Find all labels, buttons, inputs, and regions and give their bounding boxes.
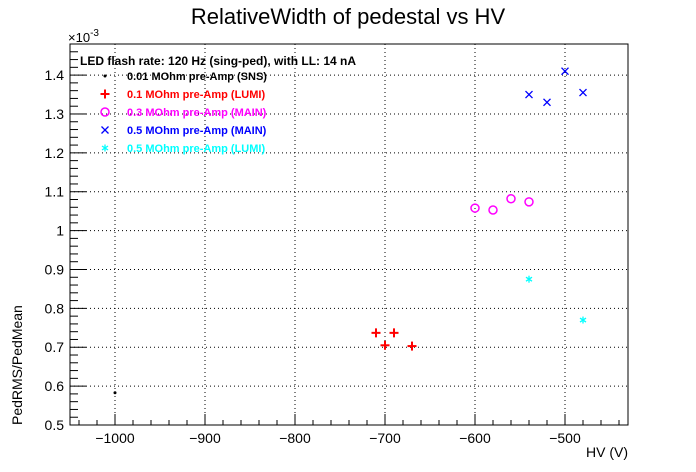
data-point <box>525 275 533 283</box>
data-point <box>389 328 399 338</box>
data-point <box>506 193 516 204</box>
grid <box>70 44 628 425</box>
x-tick-label: −1000 <box>95 430 135 446</box>
y-tick-label: 1.3 <box>45 106 65 122</box>
y-tick-label: 0.8 <box>45 300 65 316</box>
y-exponent-power: -3 <box>90 28 99 39</box>
data-point <box>113 391 117 395</box>
y-exponent-label: ×10-3 <box>68 28 99 45</box>
x-tick-label: −800 <box>279 430 311 446</box>
legend-entry: 0.5 MOhm pre-Amp (LUMI) <box>127 143 265 155</box>
data-point <box>525 90 533 99</box>
x-tick-labels: −1000 −900 −800 −700 −600 −500 <box>95 430 581 446</box>
data-point <box>470 203 480 213</box>
y-tick-label: 1.1 <box>45 184 65 200</box>
data-points <box>113 67 587 395</box>
legend-entry: 0.3 MOhm pre-Amp (MAIN) <box>127 107 267 119</box>
legend-marker <box>101 144 109 152</box>
y-tick-labels: 0.5 0.6 0.7 0.8 0.9 1 1.1 1.2 1.3 1.4 <box>45 67 65 433</box>
legend-title: LED flash rate: 120 Hz (sing-ped), with … <box>80 54 356 68</box>
legend-marker <box>100 89 110 99</box>
legend: LED flash rate: 120 Hz (sing-ped), with … <box>80 54 356 155</box>
data-point <box>579 88 587 97</box>
y-tick-label: 0.6 <box>45 378 65 394</box>
y-tick-label: 0.5 <box>45 417 65 433</box>
legend-entry: 0.5 MOhm pre-Amp (MAIN) <box>127 125 267 137</box>
x-tick-label: −600 <box>459 430 491 446</box>
legend-marker <box>101 126 109 134</box>
data-point <box>488 205 498 215</box>
y-exponent-base: ×10 <box>68 30 90 45</box>
legend-marker <box>100 107 110 117</box>
chart-title: RelativeWidth of pedestal vs HV <box>191 4 506 29</box>
y-tick-label: 0.7 <box>45 339 65 355</box>
legend-marker <box>103 74 107 78</box>
axis-ticks <box>70 43 620 426</box>
x-tick-label: −900 <box>189 430 221 446</box>
y-tick-label: 1 <box>56 223 64 239</box>
x-tick-label: −700 <box>369 430 401 446</box>
data-point <box>407 341 417 351</box>
data-point <box>579 316 587 324</box>
x-tick-label: −500 <box>549 430 581 446</box>
y-axis-title: PedRMS/PedMean <box>9 305 25 425</box>
data-point <box>380 340 390 350</box>
data-point <box>524 197 534 207</box>
y-tick-label: 1.4 <box>45 67 65 83</box>
data-point <box>561 67 569 76</box>
plot-frame <box>69 43 629 426</box>
data-point <box>371 328 381 338</box>
legend-entry: 0.01 MOhm pre-Amp (SNS) <box>127 71 267 83</box>
data-point <box>543 98 551 107</box>
legend-entry: 0.1 MOhm pre-Amp (LUMI) <box>127 89 265 101</box>
x-axis-title: HV (V) <box>586 444 628 460</box>
y-tick-label: 0.9 <box>45 261 65 277</box>
y-tick-label: 1.2 <box>45 145 65 161</box>
